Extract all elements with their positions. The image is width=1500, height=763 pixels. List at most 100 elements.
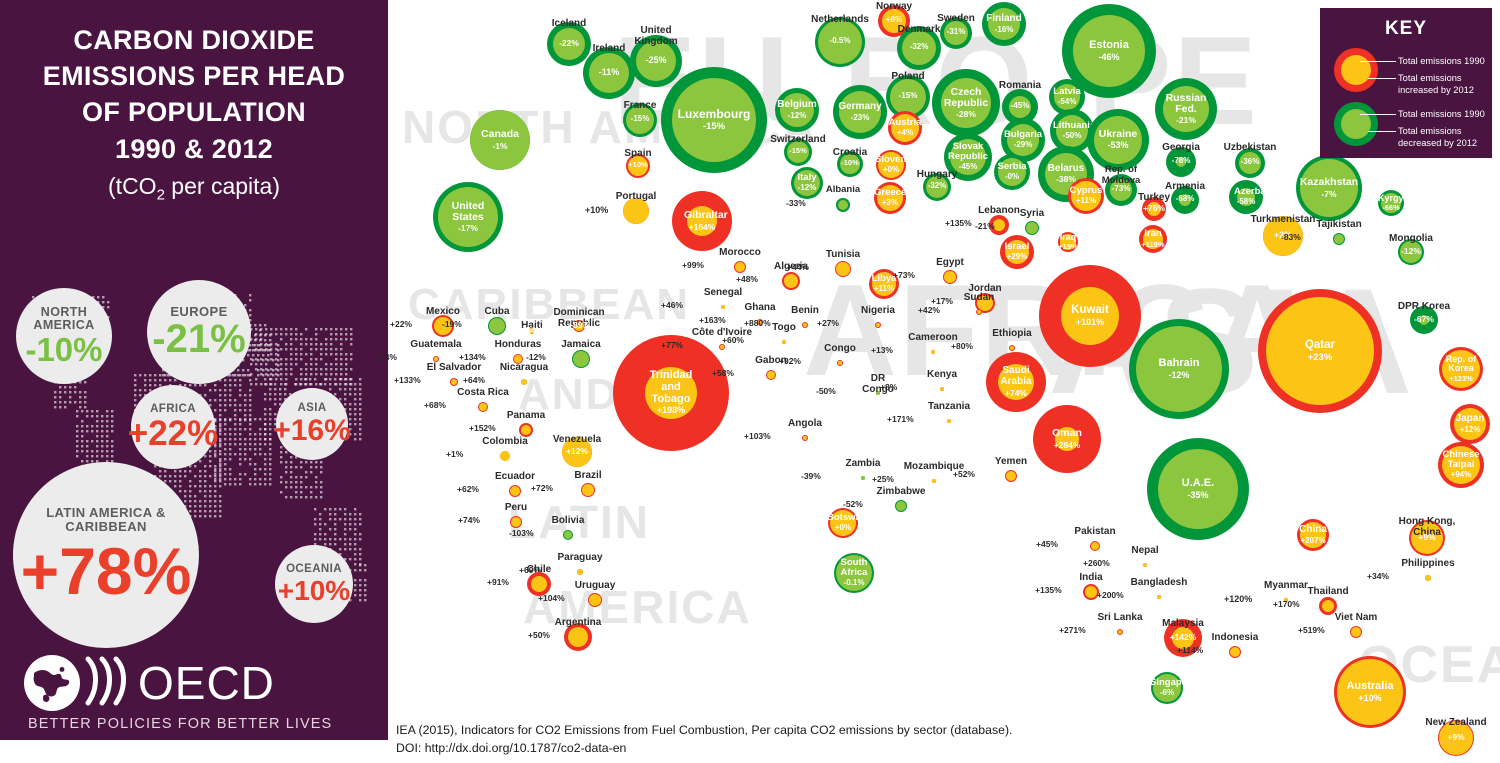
bubble-value-turkey: +76%: [1114, 204, 1194, 213]
bubble-azerbaijan[interactable]: Azerbaijan -58%: [1229, 180, 1263, 214]
bubble-core-lithuania: Lithuania -50%: [1056, 115, 1088, 147]
bubble-core-bulgaria: Bulgaria -29%: [1007, 124, 1039, 156]
bubble-gibraltar[interactable]: Gibraltar +164%: [672, 191, 732, 251]
bubble-finland[interactable]: Finland -16%: [982, 2, 1026, 46]
bubble-name-viet-nam: Viet Nam: [1276, 612, 1436, 623]
bubble-label-rep-of-korea: Rep. of Korea: [1442, 355, 1480, 374]
bubble-trinidad-and-tobago[interactable]: Trinidad and Tobago +198%: [613, 335, 729, 451]
oecd-logo: OECD: [24, 655, 275, 711]
bubble-kazakhstan[interactable]: Kazakhstan -7%: [1296, 155, 1362, 221]
bubble-iraq[interactable]: Iraq +19%: [1058, 232, 1078, 252]
bubble-name-mongolia: Mongolia: [1341, 233, 1481, 244]
bubble-name-philippines: Philippines: [1348, 558, 1500, 569]
region-bubble-north-america: NORTH AMERICA -10%: [16, 288, 112, 384]
bubble-kuwait[interactable]: Kuwait +101%: [1039, 265, 1141, 367]
bubble-value-canada: -1%: [492, 142, 507, 151]
bubble-value-botswana: +0%: [835, 524, 851, 533]
bubble-value-hong-kong-china: +9%: [1387, 533, 1467, 542]
bubble-russian-fed[interactable]: Russian Fed. -21%: [1155, 78, 1217, 140]
bubble-china[interactable]: China +207%: [1297, 519, 1329, 551]
bubble-value-kyrgyzstan: -66%: [1382, 204, 1400, 212]
bubble-value-singapore: -6%: [1160, 689, 1174, 698]
bubble-value-thailand: +170%: [1273, 600, 1413, 610]
bubble-name-costa-rica: Costa Rica: [403, 387, 563, 398]
bubble-label-kuwait: Kuwait: [1071, 304, 1109, 316]
bubble-name-kenya: Kenya: [862, 369, 1022, 380]
bubble-core-russian-fed: Russian Fed. -21%: [1163, 86, 1209, 132]
bubble-japan[interactable]: Japan +12%: [1450, 404, 1490, 444]
bubble-label-kazakhstan: Kazakhstan: [1300, 177, 1358, 188]
region-label-north-america: NORTH AMERICA: [21, 306, 107, 332]
bubble-label-slovenia: Slovenia: [875, 155, 907, 165]
bubble-label-israel: Israel: [1005, 242, 1030, 252]
bubble-label-japan: Japan: [1456, 414, 1485, 425]
bubble-chinese-taipai[interactable]: Chinese Taipai +94%: [1438, 442, 1484, 488]
key-title: KEY: [1320, 18, 1492, 40]
bubble-u-a-e[interactable]: U.A.E. -35%: [1147, 438, 1249, 540]
bubble-botswana[interactable]: Botswana +0%: [828, 508, 858, 538]
bubble-core-estonia: Estonia -46%: [1073, 15, 1145, 87]
bubble-label-austria: Austria: [889, 118, 922, 128]
bubble-value-belgium: -12%: [788, 112, 807, 121]
region-label-europe: EUROPE: [170, 305, 227, 319]
bubble-rep-of-korea[interactable]: Rep. of Korea +123%: [1439, 347, 1483, 391]
bubble-name-uzbekistan: Uzbekistan: [1180, 142, 1320, 153]
oecd-waves-icon: [82, 656, 134, 711]
bubble-value-trinidad-and-tobago: +198%: [657, 406, 685, 416]
bubble-value-libya: +11%: [874, 285, 894, 294]
bubble-canada[interactable]: Canada -1%: [470, 110, 530, 170]
bubble-value-zimbabwe: -52%: [843, 500, 983, 510]
bubble-value-dominican-republic: +89%: [539, 321, 619, 330]
bubble-kyrgyzstan[interactable]: Kyrgyzstan -66%: [1378, 190, 1404, 216]
bubble-name-gabon: Gabon: [691, 355, 851, 366]
region-value-latin-america-caribbean: +78%: [21, 538, 192, 604]
bubble-name-albania: Albania: [763, 185, 923, 196]
bubble-belgium[interactable]: Belgium -12%: [775, 88, 819, 132]
bubble-iran[interactable]: Iran +119%: [1139, 225, 1167, 253]
bubble-value-russian-fed: -21%: [1176, 116, 1196, 125]
key-bubble-decrease: [1334, 102, 1378, 146]
bubble-value-venezuela: +12%: [537, 447, 617, 456]
bubble-value-iran: +119%: [1141, 241, 1164, 249]
bubble-name-angola: Angola: [725, 418, 885, 429]
bubble-value-nicaragua: +64%: [463, 376, 603, 386]
bubble-value-serbia: -0%: [1005, 173, 1019, 182]
bubble-label-china: China: [1299, 525, 1327, 536]
key-label-decrease-outer: Total emissions 1990: [1398, 109, 1485, 121]
bubble-value-iraq: +19%: [1058, 243, 1077, 251]
bubble-ukraine[interactable]: Ukraine -53%: [1087, 109, 1149, 171]
bubble-name-sudan: Sudan: [899, 292, 1059, 303]
subtitle-pre: (tCO: [108, 173, 157, 199]
source-citation: IEA (2015), Indicators for CO2 Emissions…: [396, 722, 1012, 758]
bubble-label-russian-fed: Russian Fed.: [1163, 93, 1209, 116]
region-value-africa: +22%: [128, 416, 219, 451]
bubble-value-kazakhstan: -7%: [1321, 190, 1336, 199]
bubble-value-mongolia: -12%: [1371, 247, 1451, 256]
bubble-bahrain[interactable]: Bahrain -12%: [1129, 319, 1229, 419]
bubble-value-indonesia: +114%: [1177, 646, 1317, 656]
region-bubble-oceania: OCEANIA +10%: [275, 545, 353, 623]
bubble-core-singapore: Singapore -6%: [1153, 674, 1181, 702]
bubble-united-states[interactable]: United States -17%: [433, 182, 503, 252]
bubble-value-uruguay: +104%: [538, 594, 678, 604]
bubble-singapore[interactable]: Singapore -6%: [1151, 672, 1183, 704]
bubble-value-algeria: +48%: [736, 275, 876, 285]
oecd-wordmark: OECD: [138, 660, 275, 706]
title-line-1: CARBON DIOXIDE: [0, 22, 388, 58]
bubble-name-togo: Togo: [704, 322, 864, 333]
title-line-3: OF POPULATION: [0, 94, 388, 130]
region-label-latin-america-caribbean: LATIN AMERICA & CARIBBEAN: [46, 506, 166, 533]
bubble-name-nicaragua: Nicaragua: [444, 362, 604, 373]
region-value-north-america: -10%: [25, 333, 102, 366]
bubble-label-latvia: Latvia: [1053, 87, 1080, 97]
bubble-south-africa[interactable]: South Africa -0.1%: [834, 553, 874, 593]
bubble-austria[interactable]: Austria +4%: [888, 111, 922, 145]
bubble-name-peru: Peru: [436, 502, 596, 513]
bubble-value-argentina: +50%: [528, 631, 668, 641]
bubble-value-australia: +10%: [1358, 694, 1381, 704]
bubble-value-netherlands: -0.5%: [800, 37, 880, 46]
bubble-name-turkey: Turkey: [1084, 192, 1224, 203]
bubble-core-canada: Canada -1%: [470, 110, 530, 170]
bubble-value-philippines: +34%: [1367, 572, 1500, 582]
bubble-name-pakistan: Pakistan: [1015, 526, 1175, 537]
